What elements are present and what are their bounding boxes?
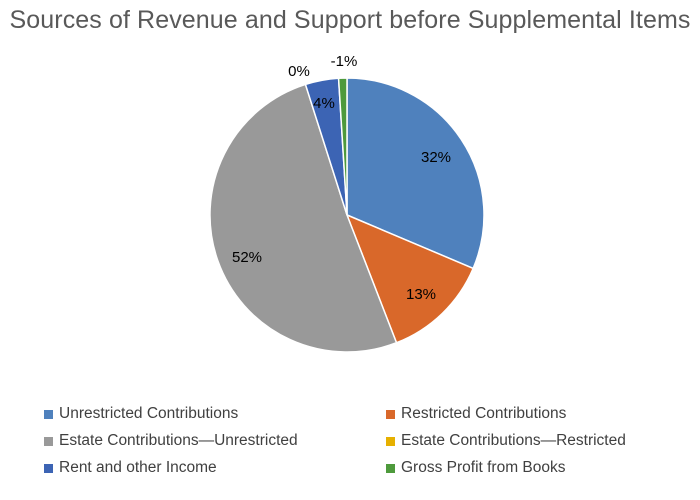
legend-label: Rent and other Income xyxy=(59,459,217,476)
pie-slice xyxy=(337,77,348,216)
legend-label: Estate Contributions—Unrestricted xyxy=(59,432,298,449)
legend-item: Estate Contributions—Restricted xyxy=(386,432,684,450)
legend-item: Estate Contributions—Unrestricted xyxy=(44,432,386,450)
legend-swatch xyxy=(386,436,395,446)
legend-label: Gross Profit from Books xyxy=(401,459,566,476)
legend-swatch xyxy=(44,463,53,473)
pie-slice xyxy=(209,83,398,353)
pie-slice xyxy=(345,213,475,344)
legend-label: Estate Contributions—Restricted xyxy=(401,432,626,449)
slice-data-label: 52% xyxy=(232,249,262,266)
legend-swatch xyxy=(44,436,53,446)
legend-item: Rent and other Income xyxy=(44,459,386,477)
slice-data-label: 0% xyxy=(288,63,310,80)
legend-swatch xyxy=(386,463,395,473)
legend-label: Unrestricted Contributions xyxy=(59,405,239,422)
slice-data-label: -1% xyxy=(331,53,358,70)
legend: Unrestricted Contributions Restricted Con… xyxy=(44,405,684,477)
slice-data-label: 4% xyxy=(313,95,335,112)
legend-item: Gross Profit from Books xyxy=(386,459,684,477)
pie-chart: 32% 13% 52% 0%4% -1% xyxy=(209,53,485,353)
slice-data-label: 32% xyxy=(421,149,451,166)
legend-swatch xyxy=(44,409,53,419)
legend-item: Unrestricted Contributions xyxy=(44,405,386,423)
slice-data-label: 13% xyxy=(406,286,436,303)
chart-title: Sources of Revenue and Support before Su… xyxy=(9,6,691,34)
legend-label: Restricted Contributions xyxy=(401,405,567,422)
pie-slice xyxy=(346,77,485,270)
legend-item: Restricted Contributions xyxy=(386,405,684,423)
legend-swatch xyxy=(386,409,395,419)
